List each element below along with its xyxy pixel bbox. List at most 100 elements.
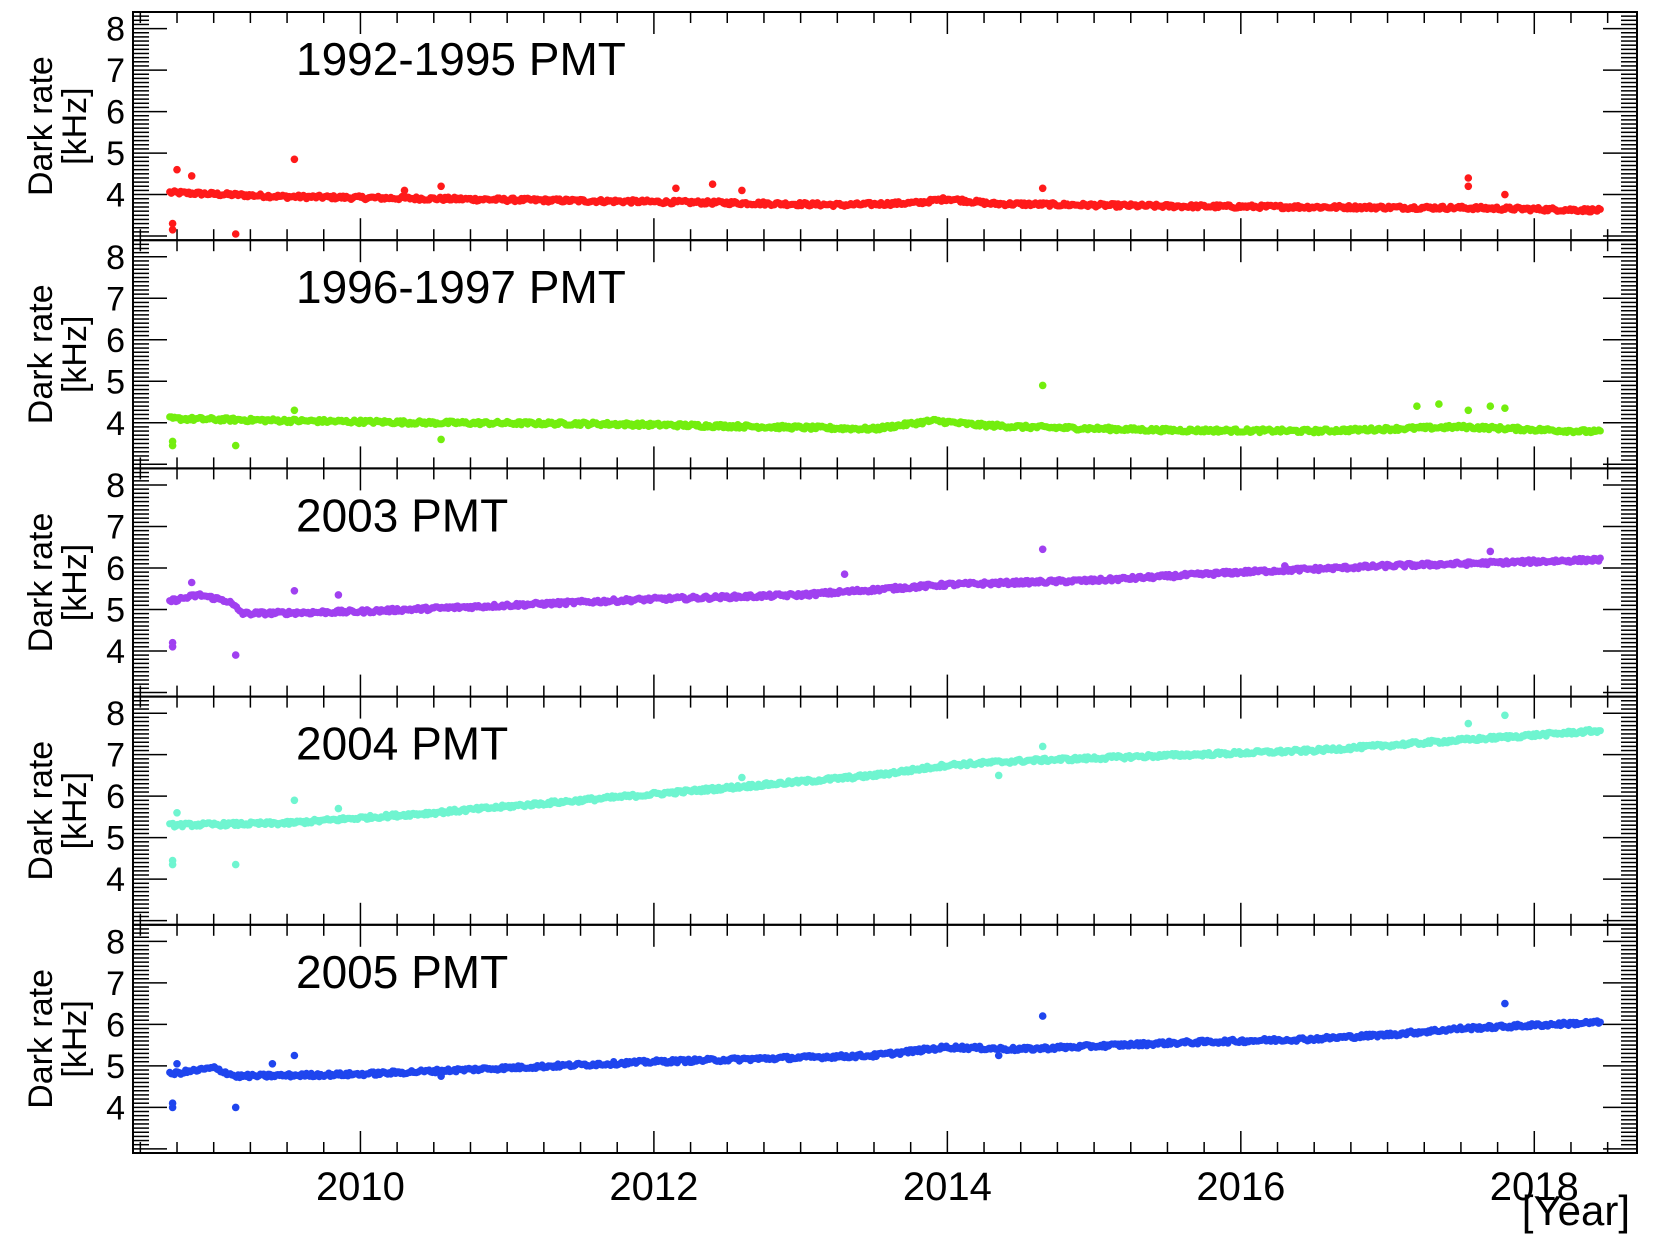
outlier-point (437, 182, 445, 191)
outlier-point (290, 796, 299, 805)
y-tick-label: 7 (106, 508, 125, 546)
y-tick-label: 5 (106, 363, 125, 401)
outlier-point (168, 437, 177, 446)
outlier-point (290, 155, 299, 164)
y-tick-label: 4 (106, 633, 125, 671)
y-axis-label-line2: [kHz] (56, 1000, 94, 1077)
outlier-point (672, 184, 680, 193)
data-point (1596, 205, 1604, 213)
outlier-point (1501, 190, 1509, 199)
outlier-point (290, 406, 299, 415)
outlier-point (1501, 711, 1509, 720)
outlier-point (1435, 400, 1443, 408)
outlier-point (738, 773, 746, 782)
y-tick-label: 6 (106, 778, 125, 816)
panel-3: 4 56 78 Dark rate[kHz] 2003 PMT (22, 467, 1638, 698)
y-tick-label: 4 (106, 1089, 125, 1127)
series-points (166, 545, 1604, 659)
outlier-point (231, 441, 240, 450)
y-tick-label: 6 (106, 1006, 125, 1044)
outlier-point (1486, 547, 1495, 556)
outlier-point (1486, 402, 1495, 411)
y-tick-label: 6 (106, 94, 125, 132)
data-point (1596, 727, 1604, 735)
y-axis-label-line1: Dark rate (22, 741, 60, 881)
panel-title: 2005 PMT (296, 946, 508, 998)
y-tick-label: 7 (106, 965, 125, 1003)
data-point (1596, 554, 1604, 562)
outlier-point (437, 435, 445, 444)
outlier-point (1501, 404, 1509, 413)
panel-4: 45 67 8 Dark rate[kHz] 2004 PMT (22, 695, 1638, 926)
panel-1: 4 56 78 Dark rate[kHz] 1992-1995 PMT (22, 11, 1638, 242)
y-tick-label: 5 (106, 1048, 125, 1086)
outlier-point (168, 856, 177, 865)
y-axis-label-line1: Dark rate (22, 284, 60, 424)
y-tick-label: 7 (106, 280, 125, 318)
y-tick-label: 4 (106, 861, 125, 899)
y-axis-label-line1: Dark rate (22, 969, 60, 1109)
y-tick-label: 8 (106, 467, 125, 505)
panel-title: 2004 PMT (296, 718, 508, 770)
y-axis-label-line1: Dark rate (22, 513, 60, 653)
y-tick-label: 6 (106, 550, 125, 588)
panel-2: 4 56 78 Dark rate[kHz] 1996-1997 PMT (22, 239, 1638, 470)
outlier-point (290, 587, 299, 595)
outlier-point (334, 591, 343, 599)
y-tick-label: 8 (106, 695, 125, 733)
series-points (166, 711, 1604, 869)
y-axis-label-line2: [kHz] (56, 87, 94, 164)
outlier-point (231, 651, 240, 659)
series-points (166, 999, 1604, 1112)
outlier-point (1464, 174, 1473, 182)
panel-title: 1992-1995 PMT (296, 33, 626, 85)
outlier-point (334, 804, 343, 813)
y-tick-label: 7 (106, 52, 125, 90)
y-axis-label-line1: Dark rate (22, 56, 60, 196)
outlier-point (1464, 182, 1473, 191)
outlier-point (738, 186, 746, 195)
y-tick-label: 5 (106, 135, 125, 173)
outlier-point (994, 771, 1003, 780)
series-points (166, 381, 1604, 450)
y-axis-label-line2: [kHz] (56, 772, 94, 849)
outlier-point (1281, 562, 1289, 570)
outlier-point (1038, 742, 1047, 751)
outlier-point (168, 638, 177, 647)
outlier-point (173, 165, 181, 174)
outlier-point (187, 172, 196, 180)
outlier-point (168, 219, 177, 228)
panel-5: 45 67 8 Dark rate[kHz] 2005 PMT (22, 923, 1638, 1154)
panel-title: 1996-1997 PMT (296, 261, 626, 313)
y-tick-label: 6 (106, 322, 125, 360)
y-tick-label: 5 (106, 820, 125, 858)
panel-frame (132, 923, 1638, 1154)
y-tick-label: 5 (106, 591, 125, 629)
outlier-point (1464, 719, 1473, 728)
outlier-point (708, 180, 717, 188)
outlier-point (1413, 402, 1421, 411)
y-tick-label: 4 (106, 177, 125, 215)
y-tick-label: 8 (106, 239, 125, 277)
y-tick-label: 4 (106, 405, 125, 443)
series-points (166, 155, 1604, 238)
outlier-point (168, 226, 177, 234)
panel-title: 2003 PMT (296, 489, 508, 541)
outlier-point (173, 809, 181, 817)
outlier-point (1038, 381, 1047, 390)
y-axis-label-line2: [kHz] (56, 544, 94, 621)
y-axis-label-line2: [kHz] (56, 316, 94, 393)
outlier-point (840, 570, 849, 578)
outlier-point (1038, 545, 1047, 554)
outlier-point (231, 860, 240, 869)
outlier-point (187, 578, 196, 587)
outlier-point (1464, 406, 1473, 415)
outlier-point (1038, 184, 1047, 193)
y-tick-label: 7 (106, 737, 125, 775)
outlier-point (400, 186, 409, 195)
outlier-point (231, 230, 240, 238)
y-tick-label: 8 (106, 11, 125, 49)
data-point (1596, 427, 1604, 435)
